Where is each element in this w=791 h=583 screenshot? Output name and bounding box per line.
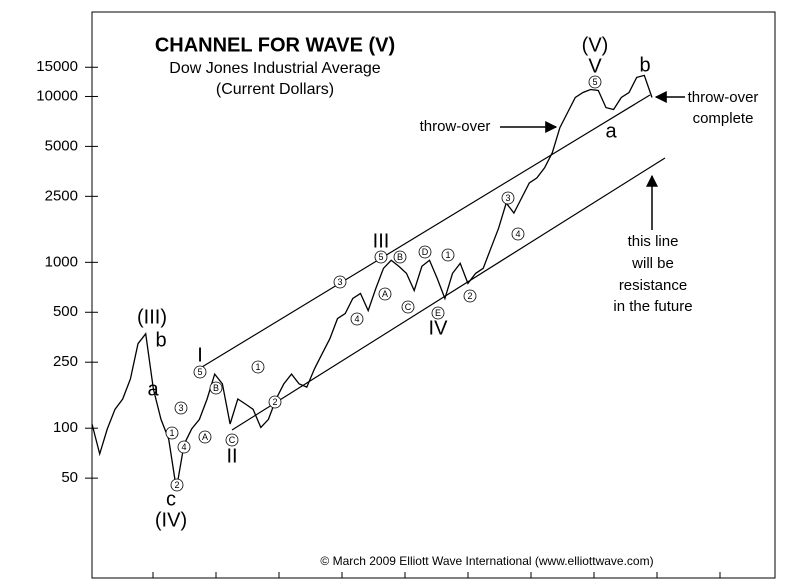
wave-sublabel: 1 (169, 428, 174, 438)
wave-circle (251, 360, 265, 374)
wave-sublabel: 1 (255, 362, 260, 372)
y-tick-label: 1000 (45, 253, 78, 270)
channel-upper (196, 94, 651, 371)
chart-title: CHANNEL FOR WAVE (V) (155, 34, 395, 56)
wave-label: (III) (137, 306, 167, 328)
wave-sublabel: A (202, 432, 208, 442)
wave-circle (378, 287, 392, 301)
wave-label: III (373, 230, 390, 252)
wave-label: b (155, 329, 166, 351)
wave-circle (225, 433, 239, 447)
wave-circle (209, 381, 223, 395)
note: resistance (619, 277, 687, 294)
wave-circle (374, 250, 388, 264)
wave-sublabel: 3 (505, 193, 510, 203)
wave-sublabel: E (435, 308, 441, 318)
wave-sublabel: 1 (445, 250, 450, 260)
channel-lower (231, 157, 666, 431)
price-line (91, 74, 653, 490)
note: throw-over (420, 118, 491, 135)
wave-sublabel: B (397, 252, 403, 262)
wave-label: IV (429, 317, 449, 339)
wave-circle (501, 191, 515, 205)
wave-sublabel: 4 (354, 314, 359, 324)
wave-sublabel: 4 (181, 442, 186, 452)
credit: © March 2009 Elliott Wave International … (320, 554, 653, 568)
wave-label: V (588, 55, 602, 77)
wave-circle (174, 401, 188, 415)
y-tick-label: 500 (53, 303, 78, 320)
wave-circle (170, 478, 184, 492)
wave-circle (431, 306, 445, 320)
wave-circle (511, 227, 525, 241)
wave-circle (198, 430, 212, 444)
wave-label: II (226, 445, 237, 467)
wave-circle (193, 365, 207, 379)
note: throw-over (688, 89, 759, 106)
wave-circle (463, 289, 477, 303)
y-tick-label: 15000 (36, 58, 78, 75)
wave-circle (441, 248, 455, 262)
wave-sublabel: 3 (337, 277, 342, 287)
wave-sublabel: B (213, 383, 219, 393)
wave-label: a (147, 378, 159, 400)
y-tick-label: 10000 (36, 87, 78, 104)
wave-sublabel: 5 (197, 367, 202, 377)
wave-sublabel: C (229, 435, 236, 445)
wave-sublabel: 2 (272, 397, 277, 407)
wave-label: I (197, 344, 203, 366)
wave-circle (165, 426, 179, 440)
y-tick-label: 50 (61, 469, 78, 486)
wave-sublabel: D (422, 247, 429, 257)
wave-sublabel: 3 (178, 403, 183, 413)
note: complete (693, 110, 754, 127)
wave-circle (418, 245, 432, 259)
wave-sublabel: 4 (515, 229, 520, 239)
wave-sublabel: 2 (174, 480, 179, 490)
y-tick-label: 5000 (45, 137, 78, 154)
x-ticks (152, 572, 721, 578)
wave-circle (333, 275, 347, 289)
note: this line (628, 233, 679, 250)
wave-circle (350, 312, 364, 326)
chart-subtitle: (Current Dollars) (216, 81, 334, 98)
wave-circle (177, 440, 191, 454)
chart-subtitle: Dow Jones Industrial Average (169, 60, 380, 77)
wave-sublabel: 5 (378, 252, 383, 262)
wave-circle (393, 250, 407, 264)
wave-circle (401, 300, 415, 314)
y-tick-label: 100 (53, 419, 78, 436)
y-tick-label: 2500 (45, 187, 78, 204)
wave-circle (588, 75, 602, 89)
wave-label: b (639, 54, 650, 76)
wave-label: a (605, 120, 617, 142)
wave-label: (V) (582, 34, 609, 56)
y-tick-label: 250 (53, 353, 78, 370)
note: in the future (613, 298, 692, 315)
wave-circle (268, 395, 282, 409)
wave-sublabel: C (405, 302, 412, 312)
plot-frame (91, 11, 776, 579)
wave-label: c (166, 488, 176, 510)
wave-sublabel: 5 (592, 77, 597, 87)
note: will be (631, 255, 674, 272)
wave-sublabel: 2 (467, 291, 472, 301)
wave-label: (IV) (155, 509, 187, 531)
wave-sublabel: A (382, 289, 388, 299)
